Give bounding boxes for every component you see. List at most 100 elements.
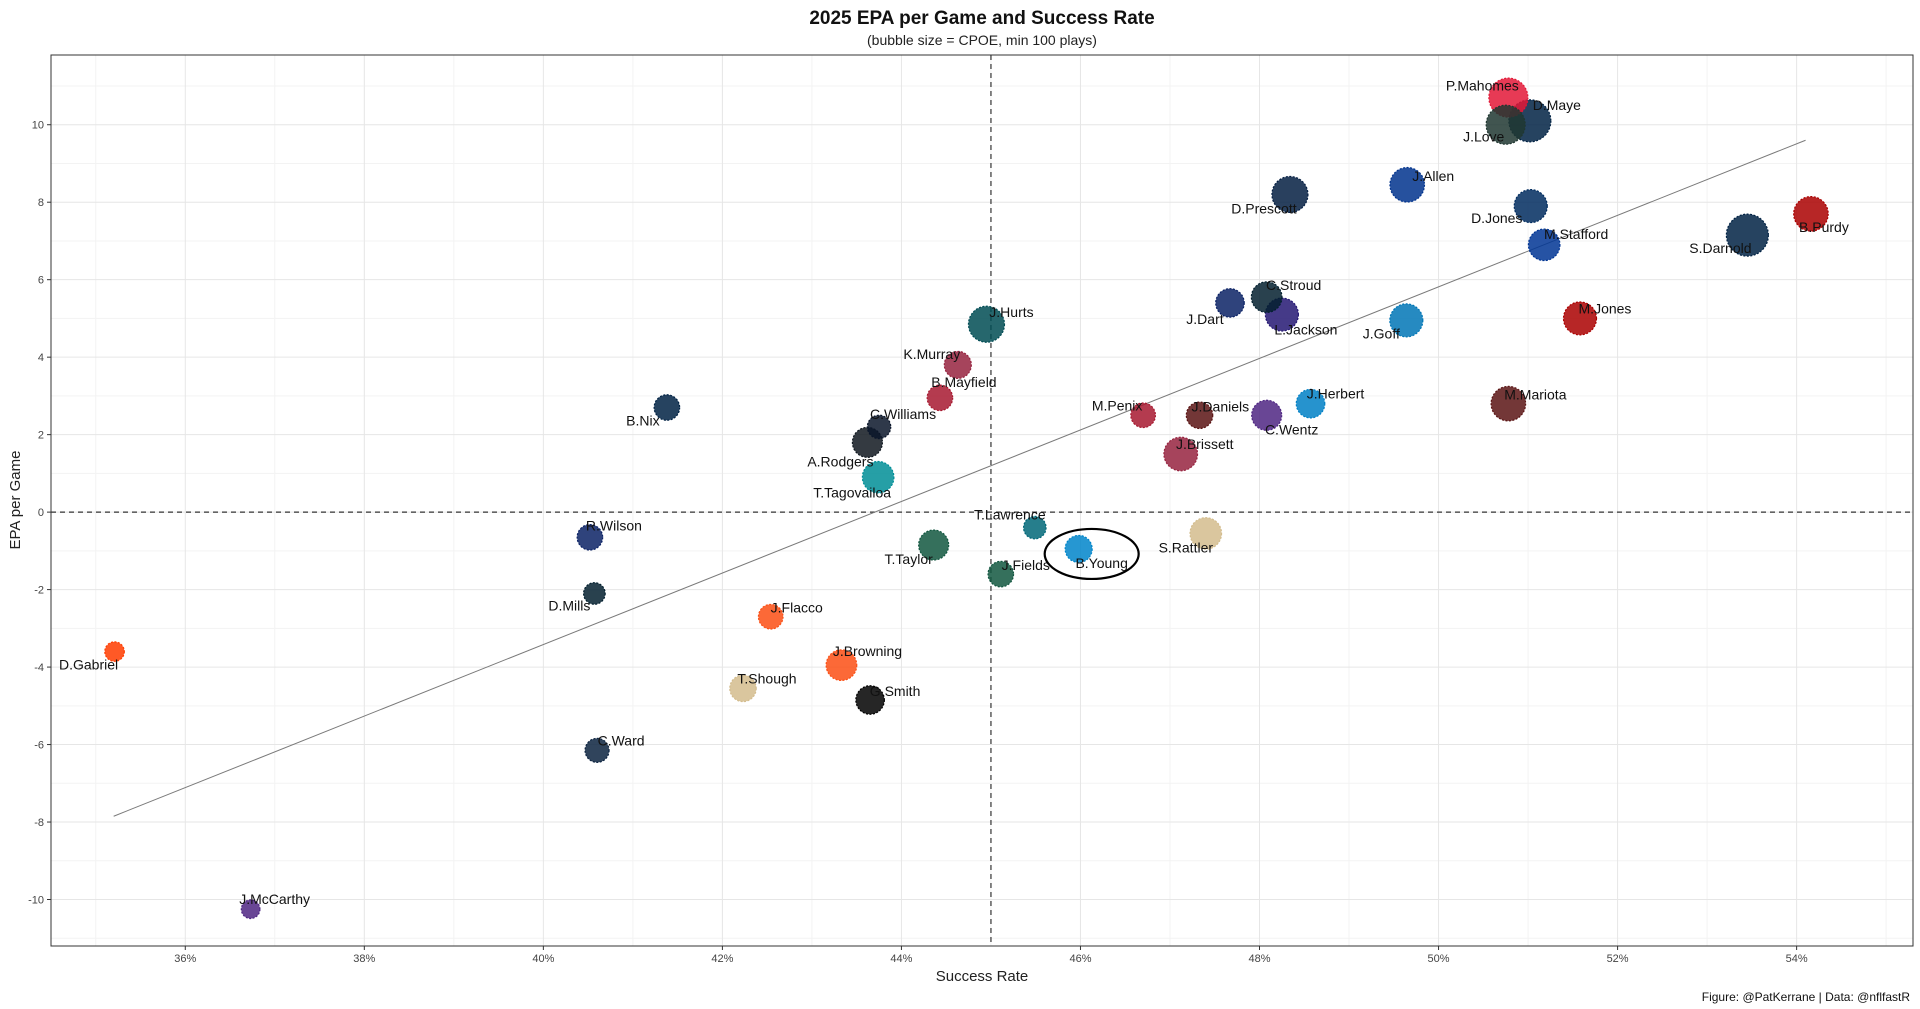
point-label: J.Brissett [1176,436,1234,452]
point-t-taylor [918,529,950,561]
point-g-smith [855,685,885,715]
point-m-stafford [1527,228,1561,262]
point-j-allen [1389,166,1426,203]
y-tick-label: 8 [38,197,44,209]
point-c-williams [866,414,892,440]
y-tick-label: -4 [34,662,44,674]
x-tick-label: 36% [174,953,196,965]
point-j-hurts [967,305,1006,343]
x-tick-label: 48% [1248,953,1270,965]
point-j-love [1485,104,1526,145]
point-t-lawrence [1022,515,1047,540]
point-label: T.Taylor [885,551,934,567]
x-tick-label: 46% [1069,953,1091,965]
highlight-ellipse [1043,527,1140,581]
point-label: T.Tagovailoa [813,484,891,500]
point-label: J.McCarthy [239,891,310,907]
point-label: J.Browning [833,643,902,659]
x-tick-label: 40% [532,953,554,965]
y-tick-label: 10 [32,120,44,132]
point-label: J.Hurts [989,304,1033,320]
point-m-penix [1130,402,1157,429]
y-tick-label: -10 [28,895,44,907]
point-label: J.Herbert [1307,386,1365,402]
point-label: C.Stroud [1266,277,1321,293]
point-m-jones [1562,301,1598,336]
point-label: J.Daniels [1192,398,1250,414]
point-d-prescott [1271,175,1309,214]
point-c-wentz [1251,399,1283,431]
chart-caption: Figure: @PatKerrane | Data: @nflfastR [1702,990,1911,1004]
point-label: J.Dart [1186,311,1223,327]
y-tick-label: -6 [34,740,44,752]
point-label: J.Love [1463,129,1504,145]
trend-line [113,139,1806,817]
point-b-nix [653,394,681,421]
point-label: J.Goff [1363,325,1400,341]
point-j-browning [825,649,858,682]
point-label: S.Rattler [1159,539,1214,555]
point-c-ward [584,737,610,763]
point-label: M.Jones [1579,300,1632,316]
point-label: J.Allen [1412,168,1454,184]
point-label: D.Maye [1533,97,1581,113]
x-tick-label: 44% [890,953,912,965]
x-tick-label: 50% [1428,953,1450,965]
point-label: J.Flacco [771,600,823,616]
x-tick-label: 42% [711,953,733,965]
point-j-fields [987,560,1015,588]
point-label: C.Wentz [1265,421,1318,437]
point-j-dart [1215,288,1245,318]
x-tick-label: 54% [1786,953,1808,965]
y-tick-label: 4 [38,352,44,364]
x-tick-label: 52% [1607,953,1629,965]
point-label: B.Young [1075,555,1127,571]
point-s-darnold [1725,213,1769,257]
point-label: M.Penix [1092,397,1143,413]
point-k-murray [943,350,972,380]
y-axis-title: EPA per Game [7,451,24,550]
point-label: A.Rodgers [807,453,873,469]
point-m-mariota [1490,385,1527,422]
y-tick-label: 6 [38,275,44,287]
point-label: J.Fields [1002,557,1050,573]
point-label: T.Lawrence [974,507,1046,523]
point-r-wilson [576,523,604,551]
point-label: C.Williams [870,406,936,422]
point-d-jones [1513,188,1548,224]
point-j-goff [1389,303,1424,338]
point-d-gabriel [104,641,125,662]
point-d-mills [582,582,606,605]
point-label: T.Shough [737,670,796,686]
y-tick-label: -2 [34,585,44,597]
point-label: D.Prescott [1231,200,1296,216]
point-j-brissett [1163,436,1199,472]
point-j-daniels [1185,401,1214,430]
point-label: M.Stafford [1544,226,1608,242]
y-tick-label: 0 [38,507,44,519]
point-b-purdy [1793,195,1829,232]
point-label: K.Murray [903,346,960,362]
point-label: P.Mahomes [1446,78,1519,94]
point-b-mayfield [926,384,954,412]
point-t-tagovailoa [861,460,895,494]
point-labels: P.Mahomes D.Maye J.Love J.Allen D.Prescott D.… [59,78,1849,908]
grid [51,55,1913,946]
point-label: B.Mayfield [931,374,996,390]
point-s-rattler [1189,517,1223,550]
highlight-ellipse-shape [1043,527,1140,581]
plot-panel-border [50,54,1914,947]
reference-lines [51,55,1913,946]
point-label: D.Gabriel [59,657,118,673]
x-axis-title: Success Rate [936,968,1029,985]
point-label: R.Wilson [586,517,642,533]
x-tick-label: 38% [353,953,375,965]
point-j-mccarthy [240,899,261,920]
point-c-stroud [1250,281,1283,314]
point-label: L.Jackson [1274,322,1337,338]
point-label: C.Ward [598,732,645,748]
point-j-flacco [757,603,784,630]
chart-subtitle: (bubble size = CPOE, min 100 plays) [867,32,1097,48]
point-b-young [1064,534,1093,564]
